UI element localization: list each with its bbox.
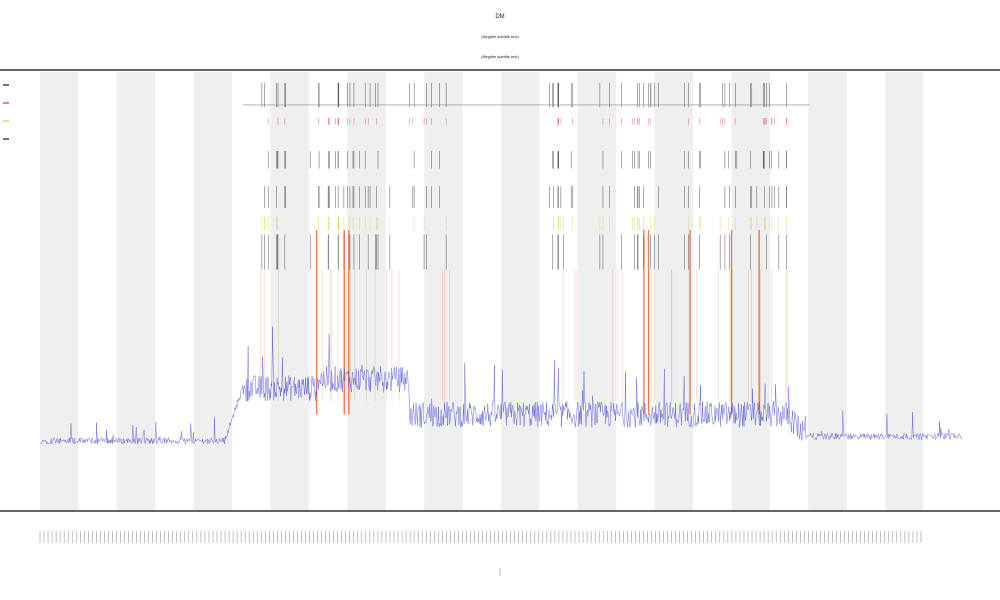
grid-band bbox=[654, 72, 694, 511]
grid-band bbox=[193, 72, 233, 511]
event-markers bbox=[242, 82, 810, 415]
axes bbox=[0, 69, 1000, 512]
grid-band bbox=[501, 72, 540, 511]
grid-band bbox=[731, 72, 770, 511]
grid-band bbox=[885, 72, 924, 511]
chart-title: DM bbox=[495, 14, 504, 20]
x-tick-labels bbox=[39, 531, 922, 576]
grid-band bbox=[808, 72, 847, 511]
signal-series bbox=[39, 326, 963, 445]
grid-band bbox=[116, 72, 156, 511]
signal-line bbox=[39, 326, 963, 445]
grid-band bbox=[347, 72, 386, 511]
grid-band bbox=[577, 72, 617, 511]
grid-band bbox=[40, 72, 79, 511]
grid-band bbox=[424, 72, 463, 511]
legend bbox=[3, 84, 9, 140]
grid-band bbox=[270, 72, 309, 511]
chart-subtitle-2: (Illegible subtitle text) bbox=[481, 54, 519, 59]
background-bands bbox=[40, 72, 924, 511]
chart-subtitle-1: (Illegible subtitle text) bbox=[481, 34, 519, 39]
